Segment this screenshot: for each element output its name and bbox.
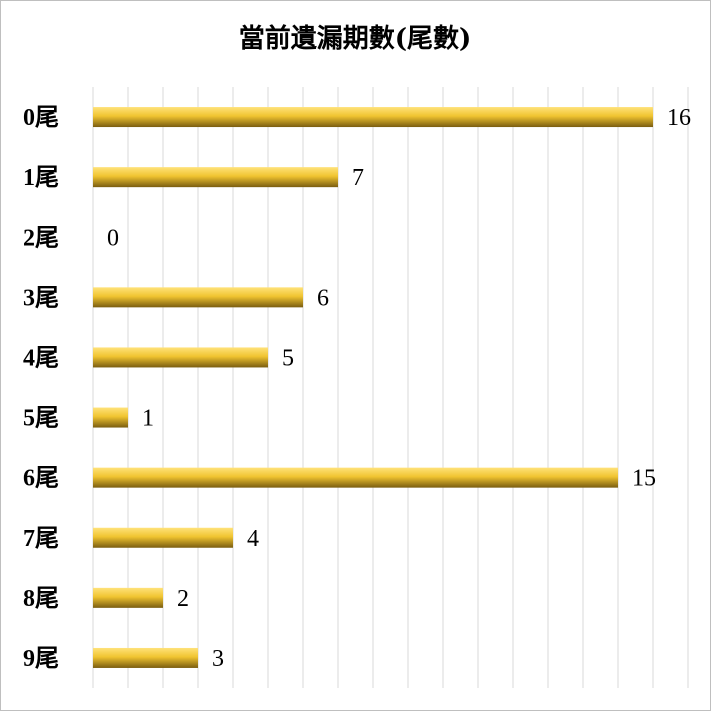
category-label: 8尾 [23,586,59,612]
category-label: 7尾 [23,526,59,552]
bar-1尾 [93,167,338,188]
category-label: 2尾 [23,225,59,251]
labels: 0尾 16 1尾 7 2尾 0 3尾 6 4尾 5 5尾 1 6尾 15 7尾 4 8尾 2 9尾 3 [23,105,691,672]
value-label: 3 [212,646,224,672]
category-label: 5尾 [23,406,59,432]
category-label: 6尾 [23,466,59,492]
category-label: 9尾 [23,646,59,672]
bars [93,107,653,668]
bar-9尾 [93,647,198,668]
bar-5尾 [93,407,128,428]
bar-6尾 [93,467,618,488]
value-label: 5 [282,345,294,371]
category-label: 0尾 [23,105,59,131]
category-label: 1尾 [23,165,59,191]
gridlines [92,87,689,688]
value-label: 2 [177,586,189,612]
category-label: 3尾 [23,285,59,311]
value-label: 15 [632,466,656,492]
value-label: 7 [352,165,364,191]
bar-8尾 [93,587,163,608]
value-label: 16 [667,105,691,131]
chart-title: 當前遺漏期數(尾數) [239,23,472,54]
value-label: 4 [247,526,259,552]
category-label: 4尾 [23,345,59,371]
bar-3尾 [93,287,303,308]
value-label: 1 [142,406,154,432]
value-label: 0 [107,225,119,251]
bar-7尾 [93,527,233,548]
bar-4尾 [93,347,268,368]
value-label: 6 [317,285,329,311]
bar-0尾 [93,107,653,128]
